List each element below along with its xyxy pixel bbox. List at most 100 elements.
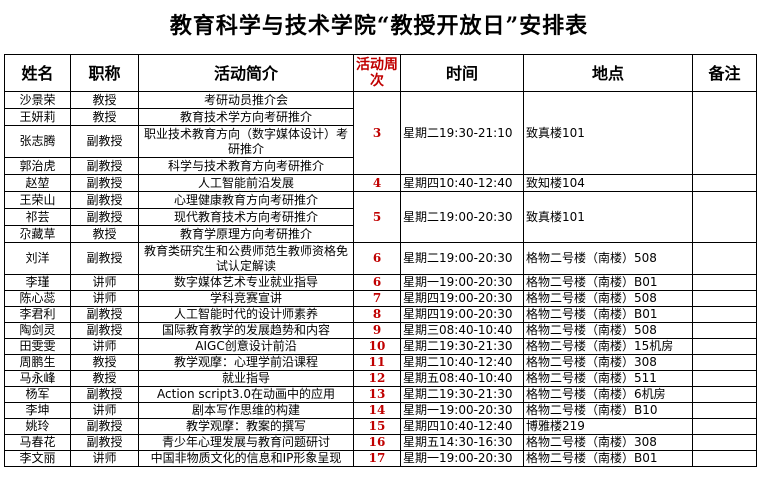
time-cell: 星期五08:40-10:40: [400, 370, 524, 387]
week-cell: 7: [353, 290, 401, 307]
activity-cell: 人工智能前沿发展: [138, 174, 354, 192]
header-name: 姓名: [4, 54, 71, 92]
week-cell: 14: [353, 402, 401, 419]
name-cell: 陶剑灵: [4, 322, 71, 339]
time-cell: 星期二19:00-20:30: [400, 191, 524, 243]
remark-cell: [692, 274, 757, 291]
table-row: 杨军 副教授 Action script3.0在动画中的应用 13 星期二19:30-2…: [4, 386, 757, 403]
name-cell: 李瑾: [4, 274, 71, 291]
remark-cell: [692, 322, 757, 339]
time-cell: 星期二19:30-21:30: [400, 338, 524, 355]
rank-cell: 副教授: [70, 434, 139, 451]
name-cell: 杨军: [4, 386, 71, 403]
rank-cell: 教授: [70, 370, 139, 387]
week-cell: 9: [353, 322, 401, 339]
table-row: 陈心蕊 讲师 学科竞赛宣讲 7 星期四19:00-20:30 格物二号楼（南楼）508: [4, 290, 757, 307]
place-cell: 致真楼101: [523, 191, 693, 243]
table-row: 姚玲 副教授 教学观摩：教案的撰写 15 星期四10:40-12:40 博雅楼219: [4, 418, 757, 435]
activity-cell: 人工智能时代的设计师素养: [138, 306, 354, 323]
week-cell: 17: [353, 450, 401, 467]
week-cell: 15: [353, 418, 401, 435]
rank-cell: 副教授: [70, 174, 139, 192]
place-cell: 格物二号楼（南楼）15机房: [523, 338, 693, 355]
activity-cell: Action script3.0在动画中的应用: [138, 386, 354, 403]
week-cell: 16: [353, 434, 401, 451]
rank-cell: 副教授: [70, 306, 139, 323]
name-cell: 田雯雯: [4, 338, 71, 355]
remark-cell: [692, 418, 757, 435]
remark-cell: [692, 386, 757, 403]
time-cell: 星期二19:30-21:30: [400, 386, 524, 403]
table-row: 王荣山 副教授 心理健康教育方向考研推介 5 星期二19:00-20:30 致真楼101: [4, 191, 757, 243]
activity-cell: 中国非物质文化的信息和IP形象呈现: [138, 450, 354, 467]
rank-cell: 教授: [70, 91, 139, 109]
time-cell: 星期四19:00-20:30: [400, 290, 524, 307]
place-cell: 博雅楼219: [523, 418, 693, 435]
table-row: 马永峰 教授 就业指导 12 星期五08:40-10:40 格物二号楼（南楼）511: [4, 370, 757, 387]
rank-cell: 副教授: [70, 418, 139, 435]
place-cell: 格物二号楼（南楼）B10: [523, 402, 693, 419]
header-time: 时间: [400, 54, 524, 92]
activity-cell: 教育学原理方向考研推介: [138, 225, 354, 243]
place-cell: 格物二号楼（南楼）508: [523, 290, 693, 307]
rank-cell: 副教授: [70, 386, 139, 403]
rank-cell: 讲师: [70, 274, 139, 291]
activity-cell: 教学观摩：心理学前沿课程: [138, 354, 354, 371]
table-row: 郭治虎 副教授 科学与技术教育方向考研推介: [4, 157, 757, 175]
remark-cell: [692, 91, 757, 175]
table-row: 马春花 副教授 青少年心理发展与教育问题研讨 16 星期五14:30-16:30 格物二号…: [4, 434, 757, 451]
name-cell: 周鹏生: [4, 354, 71, 371]
rank-cell: 副教授: [70, 322, 139, 339]
remark-cell: [692, 191, 757, 243]
name-cell: 尕藏草: [4, 225, 71, 243]
name-cell: 王荣山: [4, 191, 71, 209]
table-row: 赵堃 副教授 人工智能前沿发展 4 星期四10:40-12:40 致知楼104: [4, 174, 757, 192]
place-cell: 格物二号楼（南楼）B01: [523, 274, 693, 291]
time-cell: 星期三08:40-10:40: [400, 322, 524, 339]
header-activity: 活动简介: [138, 54, 354, 92]
table-row: 尕藏草 教授 教育学原理方向考研推介: [4, 225, 757, 243]
activity-cell: 国际教育教学的发展趋势和内容: [138, 322, 354, 339]
place-cell: 格物二号楼（南楼）6机房: [523, 386, 693, 403]
place-cell: 格物二号楼（南楼）508: [523, 242, 693, 275]
rank-cell: 讲师: [70, 338, 139, 355]
week-cell: 6: [353, 274, 401, 291]
remark-cell: [692, 402, 757, 419]
activity-cell: 教学观摩：教案的撰写: [138, 418, 354, 435]
table-row: 张志腾 副教授 职业技术教育方向（数字媒体设计）考研推介: [4, 125, 757, 158]
place-cell: 格物二号楼（南楼）B01: [523, 450, 693, 467]
time-cell: 星期二19:30-21:10: [400, 91, 524, 175]
table-row: 刘洋 副教授 教育类研究生和公费师范生教师资格免试认定解读 6 星期二19:00-20:…: [4, 242, 757, 275]
table-row: 田雯雯 讲师 AIGC创意设计前沿 10 星期二19:30-21:30 格物二号楼（南楼）…: [4, 338, 757, 355]
name-cell: 马永峰: [4, 370, 71, 387]
name-cell: 李文丽: [4, 450, 71, 467]
remark-cell: [692, 242, 757, 275]
header-week: 活动周次: [353, 54, 401, 92]
table-row: 李君利 副教授 人工智能时代的设计师素养 8 星期四19:00-20:30 格物二号楼（南…: [4, 306, 757, 323]
remark-cell: [692, 290, 757, 307]
header-place: 地点: [523, 54, 693, 92]
rank-cell: 讲师: [70, 290, 139, 307]
table-row: 李瑾 讲师 数字媒体艺术专业就业指导 6 星期一19:00-20:30 格物二号楼（南楼）…: [4, 274, 757, 291]
activity-cell: AIGC创意设计前沿: [138, 338, 354, 355]
activity-cell: 心理健康教育方向考研推介: [138, 191, 354, 209]
rank-cell: 副教授: [70, 157, 139, 175]
activity-cell: 教育类研究生和公费师范生教师资格免试认定解读: [138, 242, 354, 275]
time-cell: 星期四19:00-20:30: [400, 306, 524, 323]
name-cell: 祁芸: [4, 208, 71, 226]
remark-cell: [692, 174, 757, 192]
rank-cell: 副教授: [70, 191, 139, 209]
time-cell: 星期二10:40-12:40: [400, 354, 524, 371]
time-cell: 星期四10:40-12:40: [400, 418, 524, 435]
rank-cell: 副教授: [70, 242, 139, 275]
remark-cell: [692, 338, 757, 355]
time-cell: 星期一19:00-20:30: [400, 450, 524, 467]
rank-cell: 副教授: [70, 208, 139, 226]
place-cell: 格物二号楼（南楼）308: [523, 354, 693, 371]
name-cell: 沙景荣: [4, 91, 71, 109]
time-cell: 星期一19:00-20:30: [400, 402, 524, 419]
name-cell: 王妍莉: [4, 108, 71, 126]
activity-cell: 剧本写作思维的构建: [138, 402, 354, 419]
week-cell: 6: [353, 242, 401, 275]
rank-cell: 教授: [70, 225, 139, 243]
